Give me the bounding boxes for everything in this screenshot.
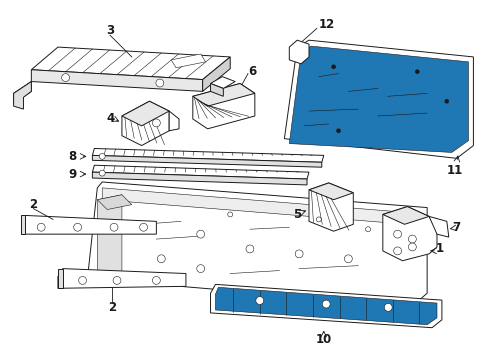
Circle shape	[37, 223, 45, 231]
Polygon shape	[169, 111, 179, 131]
Circle shape	[331, 65, 335, 69]
Circle shape	[245, 245, 253, 253]
Text: 1: 1	[435, 242, 443, 255]
Polygon shape	[92, 172, 306, 185]
Circle shape	[152, 276, 160, 284]
Circle shape	[99, 170, 105, 176]
Circle shape	[99, 153, 105, 159]
Polygon shape	[58, 269, 185, 288]
Text: 2: 2	[29, 198, 37, 211]
Text: 7: 7	[452, 221, 460, 234]
Polygon shape	[21, 215, 25, 234]
Polygon shape	[92, 148, 323, 162]
Circle shape	[79, 276, 86, 284]
Polygon shape	[122, 101, 169, 145]
Polygon shape	[171, 54, 205, 68]
Circle shape	[365, 227, 370, 232]
Text: 11: 11	[446, 164, 462, 177]
Circle shape	[393, 247, 401, 255]
Polygon shape	[289, 40, 308, 64]
Polygon shape	[87, 182, 426, 306]
Text: 10: 10	[315, 333, 331, 346]
Circle shape	[444, 99, 448, 103]
Circle shape	[74, 223, 81, 231]
Polygon shape	[58, 269, 63, 288]
Polygon shape	[382, 207, 428, 224]
Circle shape	[344, 255, 351, 263]
Polygon shape	[31, 47, 230, 80]
Polygon shape	[31, 70, 202, 91]
Polygon shape	[21, 215, 156, 234]
Circle shape	[255, 297, 263, 305]
Polygon shape	[92, 156, 321, 167]
Text: 6: 6	[248, 65, 257, 78]
Polygon shape	[102, 188, 407, 224]
Polygon shape	[210, 77, 235, 89]
Polygon shape	[289, 46, 468, 152]
Circle shape	[227, 212, 232, 217]
Circle shape	[157, 255, 165, 263]
Polygon shape	[202, 57, 230, 91]
Polygon shape	[210, 284, 441, 328]
Circle shape	[393, 230, 401, 238]
Polygon shape	[428, 216, 448, 237]
Circle shape	[140, 223, 147, 231]
Polygon shape	[192, 84, 254, 106]
Circle shape	[156, 79, 163, 87]
Circle shape	[196, 230, 204, 238]
Polygon shape	[382, 207, 436, 261]
Circle shape	[295, 250, 303, 258]
Polygon shape	[308, 183, 352, 231]
Polygon shape	[122, 101, 169, 126]
Polygon shape	[308, 183, 352, 200]
Circle shape	[414, 70, 418, 74]
Text: 8: 8	[68, 150, 77, 163]
Text: 2: 2	[108, 301, 116, 315]
Polygon shape	[14, 82, 31, 103]
Polygon shape	[97, 195, 122, 283]
Polygon shape	[210, 84, 223, 96]
Text: 4: 4	[106, 112, 114, 125]
Text: 3: 3	[106, 24, 114, 37]
Circle shape	[196, 265, 204, 273]
Circle shape	[322, 300, 329, 308]
Circle shape	[407, 243, 415, 251]
Polygon shape	[97, 195, 131, 210]
Polygon shape	[284, 40, 472, 158]
Polygon shape	[215, 287, 436, 325]
Polygon shape	[92, 165, 308, 179]
Circle shape	[110, 223, 118, 231]
Circle shape	[407, 235, 415, 243]
Circle shape	[384, 303, 391, 311]
Text: 12: 12	[318, 18, 334, 31]
Polygon shape	[14, 82, 31, 109]
Circle shape	[113, 276, 121, 284]
Circle shape	[316, 217, 321, 222]
Circle shape	[152, 119, 160, 127]
Circle shape	[61, 74, 69, 82]
Text: 9: 9	[68, 168, 77, 181]
Circle shape	[336, 129, 340, 133]
Text: 5: 5	[292, 208, 301, 221]
Polygon shape	[192, 84, 254, 129]
